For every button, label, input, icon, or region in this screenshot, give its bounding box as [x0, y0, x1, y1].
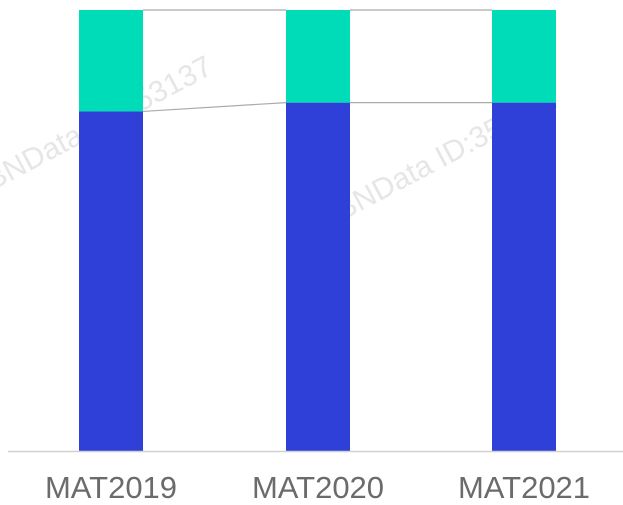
bar-segment: [286, 102, 350, 452]
bar-segment: [492, 102, 556, 452]
x-tick-label: MAT2019: [45, 470, 177, 505]
bar-segment: [79, 111, 143, 452]
x-tick-label: MAT2021: [458, 470, 590, 505]
bar-segment: [79, 10, 143, 112]
bar-segment: [492, 10, 556, 103]
bar-segment: [286, 10, 350, 103]
connector-line: [142, 102, 287, 113]
x-tick-label: MAT2020: [252, 470, 384, 505]
